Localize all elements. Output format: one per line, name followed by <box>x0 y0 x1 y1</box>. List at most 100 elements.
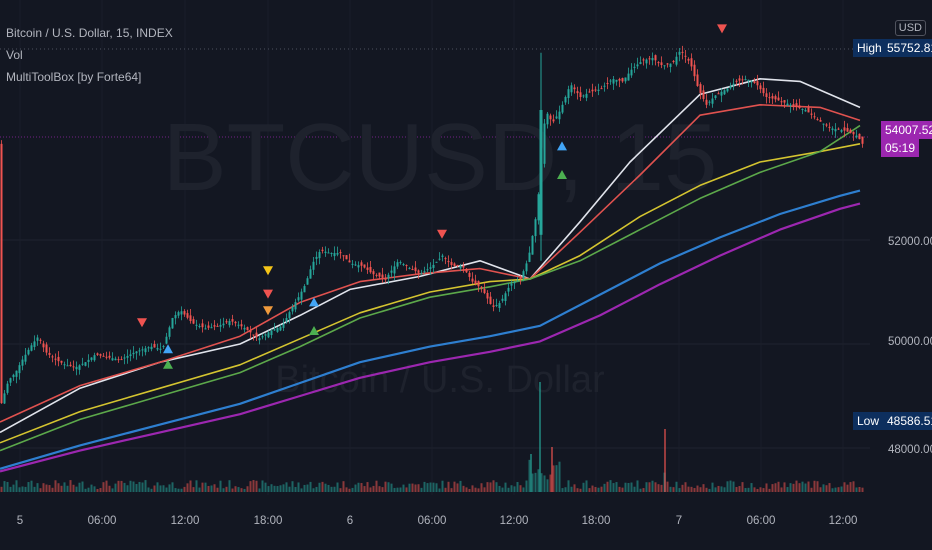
volume-bar <box>120 480 123 492</box>
volume-bar <box>351 487 354 492</box>
legend-indicator[interactable]: MultiToolBox [by Forte64] <box>6 70 142 84</box>
volume-bar <box>765 483 768 492</box>
volume-bar <box>531 473 534 492</box>
volume-bar <box>732 481 735 492</box>
candle-body <box>354 264 357 266</box>
watermark-ticker: BTCUSD, 15 <box>163 104 718 211</box>
candle-body <box>330 253 333 254</box>
chart-legend: Bitcoin / U.S. Dollar, 15, INDEX Vol Mul… <box>6 22 173 88</box>
volume-bar <box>336 482 339 492</box>
volume-bar <box>252 480 255 492</box>
volume-bar <box>483 487 486 492</box>
volume-bar <box>390 483 393 492</box>
candle-body <box>606 83 609 85</box>
candle-body <box>837 128 840 130</box>
volume-bar <box>840 486 843 492</box>
signal-down-marker <box>437 229 447 239</box>
volume-bar <box>201 482 204 492</box>
volume-bar <box>834 487 837 492</box>
candle-body <box>708 101 711 103</box>
high-value-tag: 55752.81 <box>883 39 932 57</box>
candle-body <box>492 305 495 307</box>
candle-body <box>825 124 828 126</box>
volume-bar <box>438 488 441 492</box>
volume-bar <box>855 487 858 492</box>
candle-body <box>420 273 423 275</box>
volume-bar <box>267 486 270 492</box>
candle-body <box>63 364 66 366</box>
candle-body <box>549 115 552 120</box>
volume-bar <box>378 486 381 492</box>
volume-bar <box>345 487 348 492</box>
volume-bar <box>537 469 540 492</box>
volume-bar <box>645 482 648 492</box>
candle-body <box>564 97 567 103</box>
volume-bar <box>324 483 327 492</box>
candle-body <box>30 345 33 351</box>
signal-markers <box>137 24 727 369</box>
candle-body <box>627 73 630 81</box>
volume-bar <box>84 488 87 492</box>
candle-body <box>195 324 198 326</box>
volume-bar <box>858 486 861 492</box>
candle-body <box>753 81 756 83</box>
volume-bar <box>219 480 222 492</box>
ma-line <box>0 143 861 444</box>
candle-body <box>756 81 759 86</box>
legend-volume[interactable]: Vol <box>6 48 23 62</box>
time-axis[interactable]: 5 06:00 12:00 18:00 6 06:00 12:00 18:00 … <box>17 515 858 527</box>
candle-body <box>348 260 351 263</box>
moving-averages <box>0 78 861 473</box>
volume-bar <box>417 484 420 492</box>
candle-body <box>519 277 522 279</box>
candle-body <box>309 269 312 279</box>
volume-bar <box>339 488 342 492</box>
volume-bar <box>180 488 183 492</box>
volume-bar <box>612 483 615 492</box>
candle-body <box>612 79 615 84</box>
volume-bar <box>138 481 141 492</box>
candle-body <box>153 343 156 348</box>
candle-body <box>855 135 858 138</box>
volume-bar <box>648 482 651 492</box>
candle-body <box>54 358 57 360</box>
candle-body <box>840 130 843 132</box>
volume-bar <box>273 485 276 492</box>
volume-bar <box>81 481 84 492</box>
candle-body <box>366 267 369 270</box>
candle-body <box>387 274 390 279</box>
candle-body <box>690 58 693 67</box>
time-tick-label: 18:00 <box>254 515 283 527</box>
candle-body <box>192 319 195 324</box>
candle-body <box>216 325 219 327</box>
candle-body <box>93 355 96 361</box>
candle-body <box>414 267 417 272</box>
ma-line <box>0 104 861 423</box>
candle-body <box>141 349 144 351</box>
candle-body <box>189 315 192 322</box>
volume-bar <box>759 487 762 492</box>
volume-bar <box>114 483 117 492</box>
volume-bar <box>498 485 501 492</box>
currency-badge[interactable]: USD <box>894 20 926 36</box>
volume-bar <box>579 488 582 492</box>
candle-body <box>393 266 396 274</box>
candle-body <box>735 80 738 82</box>
candle-body <box>303 286 306 293</box>
candle-body <box>405 265 408 267</box>
legend-symbol[interactable]: Bitcoin / U.S. Dollar, 15, INDEX <box>6 26 173 40</box>
candle-body <box>165 336 168 344</box>
candle-body <box>411 269 414 271</box>
candle-body <box>138 350 141 352</box>
volume-bar <box>15 480 18 492</box>
candle-body <box>75 366 78 370</box>
volume-bar <box>126 485 129 492</box>
price-tick-label: 48000.00 <box>888 444 932 456</box>
candle-body <box>741 79 744 81</box>
candle-body <box>240 324 243 327</box>
volume-bar <box>135 484 138 492</box>
price-axis[interactable]: 52000.00 50000.00 48000.00 <box>888 236 932 456</box>
candle-body <box>702 90 705 99</box>
volume-bar <box>228 480 231 492</box>
